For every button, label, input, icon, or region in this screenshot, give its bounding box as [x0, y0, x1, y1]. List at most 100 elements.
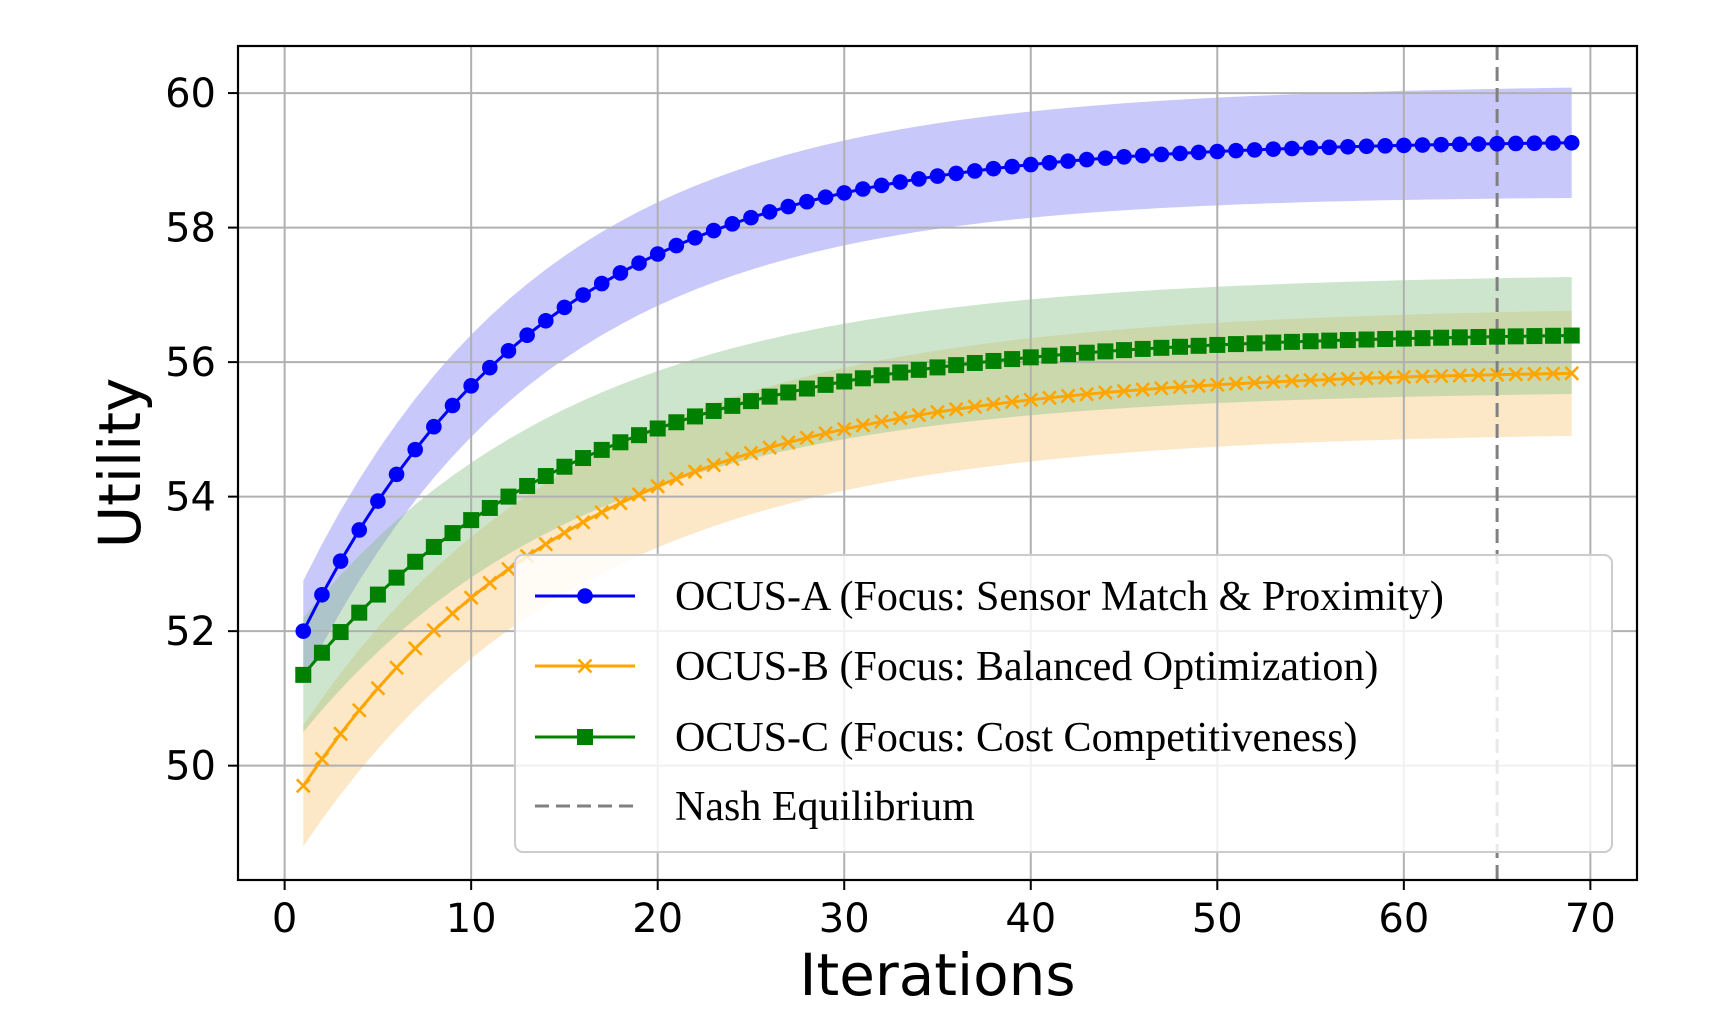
series-3-point	[1451, 329, 1468, 346]
series-2-point	[631, 487, 647, 502]
series-2-point	[333, 726, 349, 742]
series-3-point	[313, 644, 330, 661]
series-1-point	[1172, 145, 1188, 162]
series-2-point	[1060, 388, 1076, 404]
series-1-point	[1153, 146, 1170, 163]
series-1-point	[407, 441, 424, 458]
series-3-point	[1358, 331, 1375, 348]
series-3-point	[295, 666, 312, 683]
series-3-point	[649, 420, 666, 437]
series-1-point	[967, 163, 983, 179]
series-2-point	[1153, 380, 1169, 396]
series-1-point	[1097, 150, 1114, 166]
legend-item-1: OCUS-A (Focus: Sensor Match & Proximity)	[535, 574, 1444, 620]
series-2-point	[743, 445, 759, 461]
legend-item-2: OCUS-B (Focus: Balanced Optimization)	[535, 644, 1378, 690]
series-1-point	[1507, 135, 1524, 152]
series-3-point	[1470, 328, 1487, 345]
series-1-point	[1041, 154, 1058, 171]
series-2-point	[612, 495, 628, 511]
series-3-point	[1321, 332, 1338, 349]
x-tick-label: 30	[819, 896, 870, 942]
series-3-point	[948, 357, 965, 374]
series-3-point	[1283, 333, 1300, 350]
series-2-point	[1340, 371, 1356, 387]
series-1-point	[836, 185, 853, 201]
series-1-point	[612, 265, 629, 281]
series-3-point	[1060, 346, 1077, 363]
series-1-point	[1284, 140, 1300, 157]
series-2-point	[911, 407, 927, 423]
series-2-point	[986, 396, 1001, 412]
series-2-point	[855, 417, 871, 433]
series-1-point	[1396, 137, 1412, 154]
series-3-point	[593, 441, 610, 458]
series-1-point	[500, 343, 517, 359]
series-2-point	[1191, 378, 1207, 394]
series-1-point	[1358, 138, 1375, 155]
series-1-point	[799, 193, 815, 210]
series-2-point	[1396, 369, 1412, 385]
series-3-point	[668, 414, 685, 431]
series-2-point	[967, 399, 983, 415]
series-1-point	[687, 229, 703, 246]
series-2-point	[930, 404, 945, 420]
series-2-point	[351, 702, 367, 718]
series-2-point	[1377, 370, 1393, 385]
series-3-point	[1377, 331, 1394, 348]
y-tick-label: 54	[165, 475, 216, 521]
series-1-point	[1022, 156, 1039, 173]
series-1-point	[705, 222, 722, 239]
series-2-point	[557, 525, 572, 541]
series-1-point	[593, 275, 610, 292]
series-3-point	[836, 373, 853, 390]
series-1-point	[1377, 138, 1393, 154]
series-2-point	[1004, 394, 1020, 410]
series-3-point	[481, 499, 498, 516]
series-2-point	[836, 421, 852, 437]
series-3-point	[1153, 339, 1170, 356]
series-1-point	[332, 553, 349, 569]
series-3-point	[388, 569, 405, 586]
series-1-point	[649, 246, 666, 262]
series-1-point	[1116, 149, 1132, 165]
series-3-point	[519, 477, 536, 494]
legend-item-3: OCUS-C (Focus: Cost Competitiveness)	[535, 715, 1358, 761]
series-2-point	[1209, 377, 1225, 393]
series-2-point	[1172, 379, 1188, 395]
series-3-point	[910, 361, 927, 378]
x-tick-label: 0	[272, 896, 297, 942]
series-1-point	[1545, 135, 1561, 151]
x-tick-label: 20	[632, 896, 683, 942]
series-2-point	[1415, 369, 1430, 384]
series-3-point	[1339, 332, 1356, 349]
series-2-point	[1228, 376, 1244, 392]
legend-label: OCUS-B (Focus: Balanced Optimization)	[675, 644, 1378, 690]
series-2-point	[1265, 374, 1281, 390]
series-1-point	[1451, 136, 1468, 153]
x-tick-label: 70	[1565, 896, 1616, 942]
series-3-point	[1246, 335, 1263, 352]
x-tick-label: 40	[1005, 896, 1056, 942]
series-1-point	[892, 174, 908, 190]
y-tick-label: 50	[165, 744, 216, 790]
series-2-point	[1284, 373, 1300, 389]
series-2-point	[1452, 368, 1468, 383]
series-1-point	[855, 181, 871, 197]
series-3-point	[854, 370, 871, 387]
series-2-point	[668, 471, 684, 487]
series-2-point	[407, 640, 423, 656]
series-1-point	[1246, 142, 1263, 158]
series-2-point	[575, 514, 591, 530]
series-2-point	[314, 751, 330, 767]
series-3-point	[612, 434, 629, 451]
series-3-point	[351, 604, 368, 621]
series-3-point	[556, 458, 573, 475]
series-1-point	[724, 216, 741, 232]
series-1-point	[873, 177, 890, 194]
series-1-point	[575, 287, 591, 303]
series-3-point	[537, 468, 554, 485]
series-2-point	[426, 622, 442, 638]
series-3-point	[724, 397, 741, 414]
series-3-point	[1414, 330, 1431, 347]
